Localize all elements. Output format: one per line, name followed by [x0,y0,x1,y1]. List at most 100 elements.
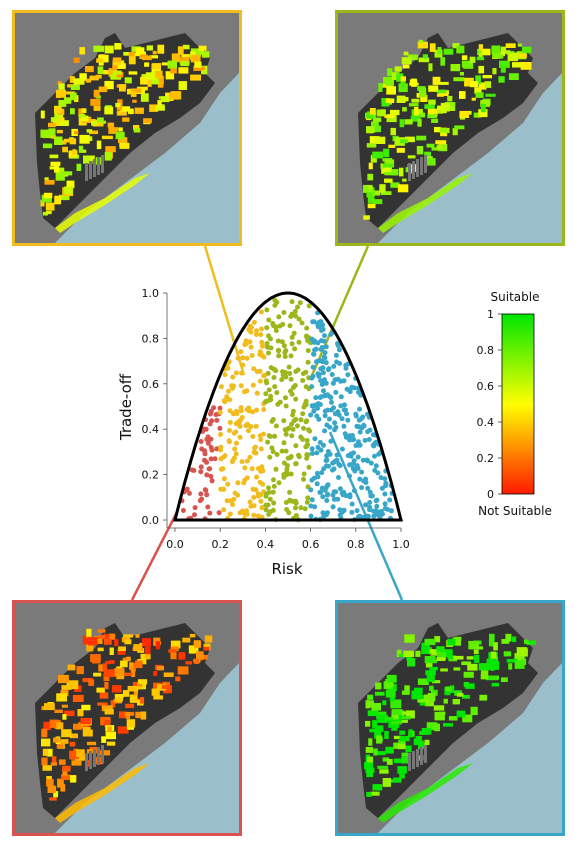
scatter-point [216,510,222,516]
suitability-patch [55,172,65,181]
suitability-patch [134,107,144,114]
suitability-patch [486,658,496,664]
scatter-point [304,334,310,340]
suitability-patch [461,55,468,60]
scatter-point [322,428,328,434]
scatter-point [311,408,317,414]
suitability-patch [91,119,96,123]
scatter-point [310,364,316,370]
scatter-point [349,509,355,515]
suitability-patch [425,697,434,707]
suitability-patch [108,127,118,134]
suitability-patch [374,691,385,696]
scatter-point [227,397,233,403]
suitability-patch [382,778,391,787]
suitability-patch [405,745,412,753]
scatter-point [350,433,355,438]
suitability-patch [418,740,424,750]
colorbar-tick-label: 0.2 [477,452,495,465]
suitability-patch [51,756,57,763]
suitability-patch [399,167,404,177]
suitability-patch [93,45,105,52]
suitability-patch [437,47,442,55]
suitability-patch [99,692,109,699]
scatter-point [248,329,254,335]
suitability-patch [112,65,118,74]
scatter-point [330,504,336,510]
suitability-patch [397,743,406,750]
scatter-point [262,372,267,378]
suitability-patch [119,106,131,112]
map-image [358,623,562,833]
scatter-point [347,437,353,443]
scatter-point [247,454,253,460]
suitability-patch [407,54,418,61]
suitability-patch [93,636,103,644]
suitability-patch [388,144,396,148]
suitability-patch [450,685,455,693]
scatter-point [266,333,271,339]
suitability-patch [41,738,51,747]
scatter-point [266,317,272,323]
suitability-patch [478,82,487,90]
suitability-patch [62,765,71,772]
scatter-point [248,344,254,350]
scatter-point [250,486,256,492]
scatter-point [224,498,230,504]
scatter-point [300,378,306,383]
suitability-patch [431,147,441,151]
suitability-patch [517,43,522,47]
scatter-point [324,510,330,516]
suitability-patch [69,733,78,739]
scatter-point [301,425,306,431]
suitability-patch [478,44,483,52]
suitability-patch [85,78,92,83]
suitability-patch [391,169,399,176]
colorbar-tick-label: 1 [487,308,494,321]
scatter-point [288,388,293,394]
suitability-patch [58,100,67,107]
scatter-point [309,375,315,381]
suitability-patch [61,704,68,708]
suitability-patch [144,62,150,67]
scatter-point [265,439,271,445]
suitability-patch [89,130,99,135]
scatter-point [336,475,341,480]
suitability-patch [404,119,413,125]
suitability-patch [177,46,184,55]
scatter-point [339,416,345,422]
suitability-patch [130,90,137,97]
suitability-patch [367,710,379,717]
suitability-patch [82,635,92,645]
suitability-patch [89,155,95,161]
suitability-patch [188,645,199,654]
suitability-patch [427,108,435,118]
scatter-point [270,321,276,326]
suitability-patch [372,720,378,729]
suitability-patch [371,190,381,196]
suitability-patch [474,654,480,663]
suitability-patch [386,114,397,123]
suitability-patch [170,646,179,652]
scatter-point [318,358,324,364]
suitability-patch [104,682,109,690]
scatter-point [347,473,352,479]
suitability-patch [397,184,409,193]
suitability-patch [42,211,49,216]
suitability-patch [370,791,380,796]
suitability-patch [424,151,431,157]
scatter-point [301,471,307,477]
suitability-patch [421,642,430,651]
suitability-patch [391,727,398,731]
suitability-patch [389,779,396,783]
suitability-patch [363,215,370,220]
suitability-patch [163,672,174,677]
suitability-patch [414,107,419,116]
suitability-patch [170,652,177,660]
x-tick-label: 1.0 [392,538,410,551]
suitability-patch [53,791,59,798]
suitability-patch [70,84,80,90]
scatter-point [192,512,197,518]
scatter-point [283,431,289,437]
